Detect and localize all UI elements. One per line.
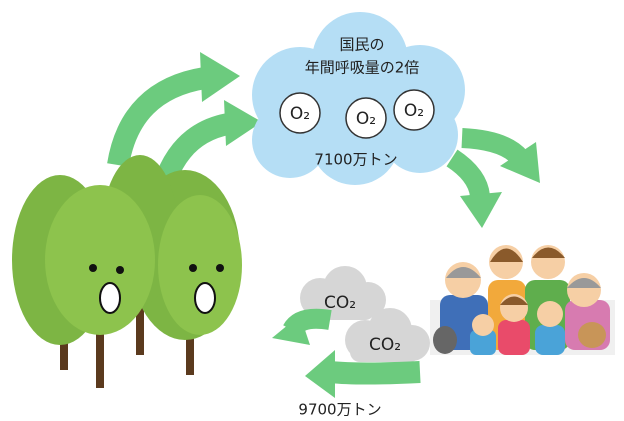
co2-amount: 9700万トン <box>298 401 381 419</box>
molecule-label: O₂ <box>356 109 376 129</box>
family <box>430 245 615 355</box>
molecule-label: O₂ <box>290 104 310 124</box>
family-part-part <box>433 326 457 354</box>
arrow-part <box>460 192 502 228</box>
family-part-part <box>472 314 494 336</box>
arrow-part <box>200 52 240 102</box>
arrow-part <box>305 350 335 398</box>
trees-part-part <box>216 264 224 272</box>
family-part-part <box>578 322 606 348</box>
arrow <box>452 138 540 228</box>
family-part-part <box>535 325 565 355</box>
trees-part-part <box>45 185 155 335</box>
cloud-title: 年間呼吸量の2倍 <box>305 59 420 77</box>
o2-amount: 7100万トン <box>314 151 397 169</box>
family-part-part <box>498 320 530 355</box>
arrow-part <box>462 138 520 158</box>
family-part <box>433 326 457 354</box>
trees-part-part <box>89 264 97 272</box>
family-part <box>498 320 530 355</box>
trees-part-part <box>158 195 242 335</box>
trees <box>12 155 242 388</box>
trees-part-part <box>189 264 197 272</box>
molecule-label: CO₂ <box>369 335 401 355</box>
molecule-label: O₂ <box>404 101 424 121</box>
trees-part-part <box>195 283 215 313</box>
arrow-part <box>330 372 420 374</box>
family-part-part <box>537 301 563 327</box>
illustration: 国民の 年間呼吸量の2倍 O₂ O₂ O₂ 7100万トン <box>0 0 624 421</box>
family-part <box>578 322 606 348</box>
trees-part-part <box>100 283 120 313</box>
cloud-title: 国民の <box>339 36 384 54</box>
trees-part-part <box>116 266 124 274</box>
arrow-part <box>452 158 480 196</box>
page: 国民の 年間呼吸量の2倍 O₂ O₂ O₂ 7100万トン <box>0 0 624 421</box>
